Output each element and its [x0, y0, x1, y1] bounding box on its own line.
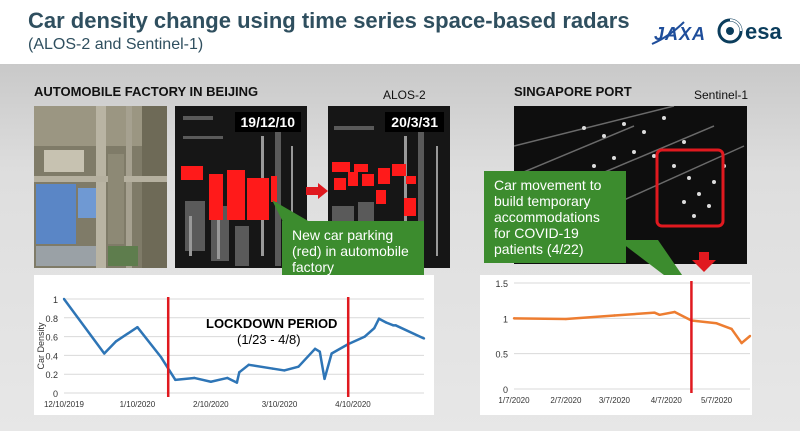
- singapore-satellite-label: Sentinel-1: [694, 88, 749, 102]
- data-point: [136, 326, 139, 329]
- data-point: [392, 324, 395, 327]
- beijing-chart-svg: 0 0.2 0.4 0.6 0.8 1 12/10/2019 1/10/2020 2/10/20…: [36, 295, 426, 409]
- data-point: [384, 321, 388, 324]
- data-point: [715, 322, 718, 325]
- data-point: [235, 381, 239, 384]
- data-point: [363, 335, 366, 338]
- y-tick-label: 0.2: [45, 370, 58, 380]
- data-point: [748, 334, 752, 338]
- svg-text:esa: esa: [745, 19, 782, 44]
- data-point: [174, 378, 177, 382]
- beijing-heading: AUTOMOBILE FACTORY IN BEIJING: [34, 84, 259, 99]
- callout-pointer: [270, 200, 310, 224]
- lockdown-label: LOCKDOWN PERIOD: [206, 316, 338, 331]
- singapore-callout: Car movement to build temporary accommod…: [484, 171, 626, 263]
- data-point: [658, 313, 661, 316]
- arrow-right-icon: [306, 183, 328, 199]
- esa-logo: esa: [716, 14, 786, 48]
- beijing-satellite-label: ALOS-2: [383, 88, 426, 102]
- data-point: [512, 317, 516, 320]
- singapore-chart: 0 0.5 1 1.5 1/7/2020 2/7/2020 3/7/2020 4/7/2020…: [480, 275, 752, 415]
- data-point: [323, 377, 326, 381]
- data-point: [247, 363, 250, 366]
- data-point: [394, 324, 397, 327]
- data-point: [653, 311, 656, 314]
- beijing-chart: 0 0.2 0.4 0.6 0.8 1 12/10/2019 1/10/2020 2/10/20…: [34, 275, 434, 415]
- y-tick-label: 0.4: [45, 351, 58, 361]
- data-point: [271, 367, 274, 370]
- data-point: [377, 317, 381, 320]
- date-label-after: 20/3/31: [385, 112, 444, 132]
- x-tick-label: 3/10/2020: [262, 400, 298, 409]
- x-tick-label: 2/7/2020: [550, 396, 582, 405]
- y-tick-label: 1: [503, 314, 508, 324]
- arrow-down-icon: [692, 252, 716, 272]
- data-point: [313, 347, 317, 351]
- svg-text:JAXA: JAXA: [654, 24, 706, 44]
- data-point: [740, 341, 743, 345]
- data-point: [297, 365, 300, 368]
- x-tick-label: 3/7/2020: [599, 396, 631, 405]
- data-point: [730, 327, 733, 331]
- data-point: [62, 297, 66, 301]
- data-point: [564, 317, 568, 321]
- lockdown-dates: (1/23 - 4/8): [237, 332, 301, 347]
- y-tick-label: 0: [503, 385, 508, 395]
- x-tick-label: 4/7/2020: [651, 396, 683, 405]
- date-label-before: 19/12/10: [234, 112, 301, 132]
- data-point: [422, 337, 426, 340]
- y-tick-label: 1: [53, 295, 58, 305]
- jaxa-logo: JAXA: [650, 18, 710, 54]
- data-point: [318, 350, 321, 353]
- data-point: [283, 369, 286, 372]
- page-title: Car density change using time series spa…: [28, 8, 630, 33]
- y-tick-label: 0: [53, 389, 58, 399]
- data-point: [673, 310, 676, 314]
- x-tick-label: 1/7/2020: [498, 396, 530, 405]
- data-point: [613, 314, 616, 317]
- data-point: [209, 380, 213, 383]
- data-point: [103, 352, 106, 355]
- x-tick-label: 12/10/2019: [44, 400, 85, 409]
- y-tick-label: 1.5: [495, 279, 508, 289]
- y-axis-label: Car Density: [36, 322, 46, 370]
- x-tick-label: 2/10/2020: [193, 400, 229, 409]
- data-point: [226, 376, 229, 380]
- singapore-heading: SINGAPORE PORT: [514, 84, 632, 99]
- x-tick-label: 4/10/2020: [335, 400, 371, 409]
- y-tick-label: 0.8: [45, 314, 58, 324]
- data-point: [114, 340, 118, 343]
- x-tick-label: 1/10/2020: [120, 400, 156, 409]
- y-tick-label: 0.5: [495, 350, 508, 360]
- singapore-chart-svg: 0 0.5 1 1.5 1/7/2020 2/7/2020 3/7/2020 4/7/2020…: [495, 279, 752, 405]
- data-point: [238, 371, 241, 374]
- y-tick-label: 0.6: [45, 333, 58, 343]
- page-subtitle: (ALOS-2 and Sentinel-1): [28, 36, 204, 53]
- optical-image-beijing: [34, 106, 167, 268]
- data-point: [159, 356, 163, 359]
- data-point: [193, 376, 196, 380]
- data-point: [330, 352, 333, 355]
- data-point: [373, 326, 376, 330]
- series-line: [513, 310, 751, 345]
- x-tick-label: 5/7/2020: [701, 396, 733, 405]
